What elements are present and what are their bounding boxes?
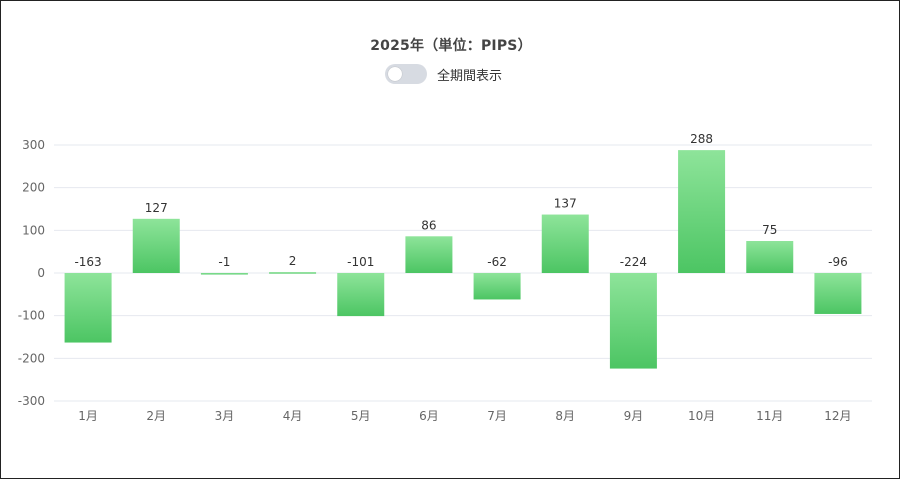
y-tick-label: -200 [18,351,45,365]
data-label: -163 [74,255,101,269]
chart-title: 2025年（単位：PIPS） [370,38,532,54]
bar-2月[interactable] [132,218,180,273]
x-tick-label: 5月 [351,409,371,423]
bar-8月[interactable] [541,214,589,273]
data-label: 86 [421,218,436,232]
data-label: -62 [487,255,507,269]
bar-7月[interactable] [473,273,521,300]
y-tick-label: 100 [22,223,45,237]
y-tick-label: 200 [22,181,45,195]
bar-3月[interactable] [200,273,248,275]
data-label: 75 [762,223,777,237]
all-period-toggle-label[interactable]: 全期間表示 [437,68,503,84]
x-tick-label: 10月 [688,409,715,423]
toggle-knob [388,67,402,81]
data-label: -224 [620,255,647,269]
bar-10月[interactable] [678,150,726,273]
x-tick-label: 12月 [824,409,851,423]
y-axis-tick-labels: 300 200 100 0 -100 -200 -300 [18,138,45,408]
bars [64,150,862,369]
bar-5月[interactable] [337,273,385,317]
data-label: -101 [347,255,374,269]
data-label: 137 [554,197,577,211]
data-label: 127 [145,201,168,215]
x-tick-label: 8月 [555,409,575,423]
bar-4月[interactable] [269,272,317,274]
bar-9月[interactable] [609,273,657,369]
y-tick-label: 300 [22,138,45,152]
x-tick-label: 11月 [756,409,783,423]
x-tick-label: 4月 [283,409,303,423]
y-tick-label: -100 [18,309,45,323]
x-tick-label: 6月 [419,409,439,423]
data-label: 2 [289,254,297,268]
x-tick-label: 1月 [78,409,98,423]
y-tick-label: 0 [37,266,45,280]
x-tick-label: 2月 [146,409,166,423]
bar-11月[interactable] [746,241,794,273]
bar-6月[interactable] [405,236,453,273]
x-tick-label: 9月 [624,409,644,423]
x-axis-tick-labels: 1月 2月 3月 4月 5月 6月 7月 8月 9月 10月 11月 12月 [78,409,851,423]
data-label: -96 [828,255,848,269]
grid-lines [54,144,872,402]
x-tick-label: 3月 [215,409,235,423]
data-label: -1 [218,255,230,269]
bar-1月[interactable] [64,273,112,343]
data-labels: -163 127 -1 2 -101 86 -62 137 -224 288 75 -96 [74,132,847,269]
x-tick-label: 7月 [487,409,507,423]
data-label: 288 [690,132,713,146]
y-tick-label: -300 [18,394,45,408]
bar-12月[interactable] [814,273,862,314]
all-period-toggle-switch[interactable] [385,64,427,84]
all-period-toggle-row[interactable]: 全期間表示 [385,63,502,85]
